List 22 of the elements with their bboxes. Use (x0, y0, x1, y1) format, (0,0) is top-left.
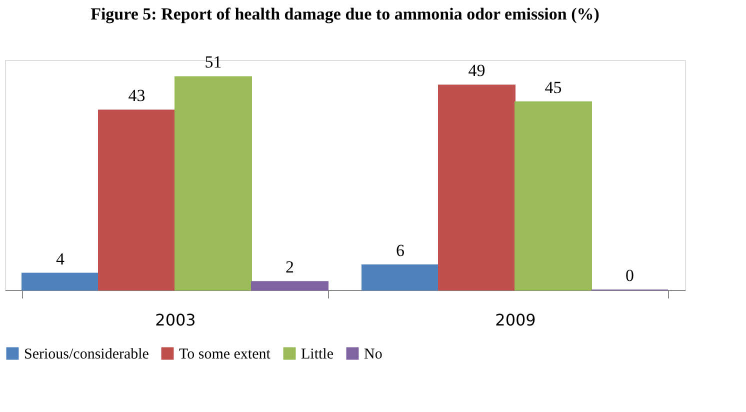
data-label: 49 (468, 61, 486, 80)
data-label: 2 (286, 258, 294, 277)
data-label: 45 (544, 78, 562, 97)
bar (251, 281, 328, 290)
data-label: 0 (626, 266, 634, 285)
legend-label: Little (301, 346, 334, 363)
chart-title: Figure 5: Report of health damage due to ammonia odor emission (%) (90, 4, 600, 24)
data-label: 43 (128, 86, 146, 106)
bar (362, 264, 439, 290)
x-tick-label: 2009 (495, 310, 536, 330)
x-tick-label: 2003 (155, 310, 196, 330)
bar (22, 272, 99, 290)
legend-label: Serious/considerable (24, 346, 150, 363)
bar (98, 110, 176, 290)
bar (174, 76, 252, 290)
data-label: 6 (396, 240, 404, 260)
data-label: 4 (56, 249, 65, 268)
data-label: 51 (204, 52, 222, 72)
bar (514, 101, 592, 290)
bar (438, 84, 516, 290)
legend-label: No (364, 346, 382, 363)
legend-label: To some extent (179, 346, 272, 363)
